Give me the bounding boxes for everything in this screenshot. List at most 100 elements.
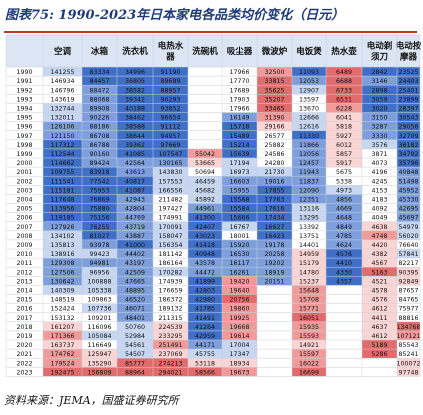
heat-cell (326, 212, 362, 222)
cell-value: 44472 (195, 269, 215, 276)
cell-value: 125947 (87, 351, 111, 358)
heat-cell (82, 85, 117, 95)
row-year-label: 1993 (16, 96, 32, 103)
row-year-label: 2003 (16, 187, 32, 194)
heat-cell (43, 285, 82, 295)
cell-value: 189132 (158, 306, 182, 313)
row-year-label: 2022 (16, 360, 32, 367)
heat-cell (153, 94, 188, 104)
heat-cell (188, 185, 222, 195)
heat-cell (117, 258, 153, 268)
heat-cell (82, 358, 117, 368)
heat-cell (188, 258, 222, 268)
heat-cell (292, 112, 326, 122)
row-year-label: 1997 (16, 133, 32, 140)
heat-cell (117, 167, 153, 177)
cell-value: 4357 (336, 278, 352, 285)
row-year-label: 1995 (16, 115, 32, 122)
heat-cell (222, 303, 257, 313)
heat-cell (326, 230, 362, 240)
heat-cell (326, 249, 362, 259)
heat-cell (362, 130, 397, 140)
cell-value: 171366 (50, 333, 74, 340)
cell-value: 48401 (125, 315, 145, 322)
cell-value: 134768 (396, 324, 420, 331)
heat-cell (153, 239, 188, 249)
cell-value: 50760 (125, 324, 145, 331)
row-year-label: 2010 (16, 251, 32, 258)
row-year-label: 1996 (16, 124, 32, 131)
cell-value: 35625 (264, 87, 284, 94)
heat-cell (153, 176, 188, 186)
cell-value: 17347 (229, 351, 249, 358)
row-year-label: 2021 (16, 351, 32, 358)
heat-cell (292, 121, 326, 131)
cell-value: 29056 (398, 124, 418, 131)
heat-cell (82, 130, 117, 140)
cell-value: 3059 (371, 96, 387, 103)
cell-value: 88472 (89, 87, 109, 94)
cell-value: 132011 (50, 115, 74, 122)
heat-cell (153, 267, 188, 277)
row-year-label: 2016 (16, 306, 32, 313)
heat-cell (362, 112, 397, 122)
cell-value: 39342 (125, 96, 145, 103)
heat-cell (188, 249, 222, 259)
heat-cell (153, 358, 188, 368)
cell-value: 84765 (398, 297, 418, 304)
heat-cell (188, 194, 222, 204)
heat-cell (188, 294, 222, 304)
cell-value: 54507 (125, 351, 145, 358)
row-year-label: 2004 (16, 197, 32, 204)
heat-cell (153, 121, 188, 131)
cell-value: 32709 (398, 133, 418, 140)
cell-value: 85241 (398, 351, 418, 358)
heat-cell (326, 267, 362, 277)
cell-value: 17966 (229, 106, 249, 113)
row-year-label: 2015 (16, 297, 32, 304)
heat-cell (153, 340, 188, 350)
heat-cell (117, 340, 153, 350)
cell-value: 39362 (125, 142, 145, 149)
heat-cell (326, 67, 362, 77)
cell-value: 197427 (158, 206, 182, 213)
heat-cell (222, 221, 257, 231)
cell-value: 117312 (50, 142, 74, 149)
heat-cell (43, 267, 82, 277)
column-header: 冰箱 (91, 46, 109, 57)
heat-cell (117, 103, 153, 113)
heat-cell (292, 285, 326, 295)
cell-value: 15718 (229, 124, 249, 131)
cell-value: 148519 (50, 297, 74, 304)
heat-cell (326, 85, 362, 95)
heat-cell (257, 94, 292, 104)
cell-value: 19420 (229, 278, 249, 285)
cell-value: 34996 (125, 69, 145, 76)
cell-value: 157553 (158, 178, 182, 185)
cell-value: 163737 (50, 342, 74, 349)
cell-value: 90160 (89, 151, 109, 158)
heat-cell (257, 194, 292, 204)
cell-value: 45697 (398, 215, 418, 222)
cell-value: 15708 (299, 297, 319, 304)
column-header: 吸尘器 (227, 46, 253, 57)
heat-cell (117, 194, 153, 204)
cell-value: 42980 (195, 297, 215, 304)
heat-cell (82, 94, 117, 104)
heat-cell (82, 103, 117, 113)
cell-value: 113956 (50, 206, 74, 213)
heat-cell (257, 258, 292, 268)
cell-value: 4578 (371, 288, 387, 295)
heat-cell (257, 276, 292, 286)
cell-value: 45892 (195, 197, 215, 204)
heat-cell (257, 212, 292, 222)
cell-value: 13597 (299, 96, 319, 103)
cell-value: 4521 (371, 278, 387, 285)
cell-value: 14780 (299, 269, 319, 276)
heat-cell (397, 194, 420, 204)
heat-cell (117, 367, 153, 377)
cell-value: 6228 (336, 106, 352, 113)
cell-value: 17194 (229, 160, 249, 167)
cell-value: 53665 (195, 160, 215, 167)
